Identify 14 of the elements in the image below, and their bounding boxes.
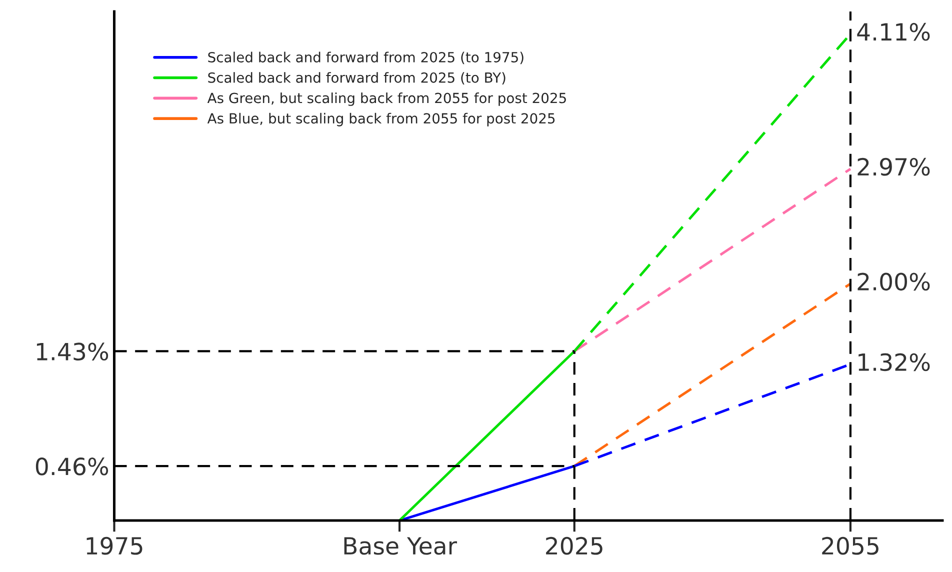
x-tick-label: 2025 — [546, 536, 602, 555]
data-label: 2.97% — [858, 158, 930, 176]
data-label: 4.11% — [857, 22, 930, 41]
legend-label: Scaled back and forward from 2025 (to 1975) — [208, 52, 524, 64]
legend-label: As Green, but scaling back from 2055 for post 2025 — [207, 92, 566, 106]
data-label: 2.00% — [858, 272, 930, 291]
x-tick-label: 1975 — [86, 536, 142, 555]
y-tick-label: 1.43% — [36, 342, 108, 361]
x-tick-label: Base Year — [344, 537, 458, 555]
data-label: 1.32% — [858, 353, 930, 372]
x-tick-label: 2055 — [822, 536, 878, 555]
legend-label: As Blue, but scaling back from 2055 for post 2025 — [207, 112, 555, 126]
legend-label: Scaled back and forward from 2025 (to BY) — [208, 72, 506, 84]
y-tick-label: 0.46% — [36, 458, 108, 476]
